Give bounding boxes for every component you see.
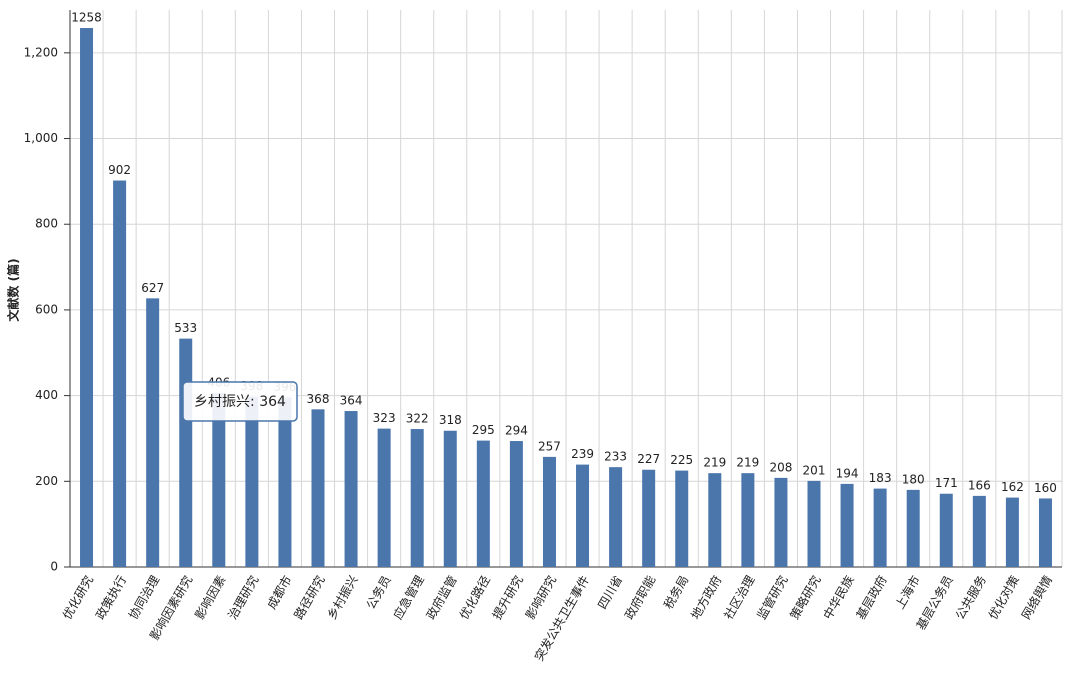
x-tick-label: 优化路径 [456,573,493,622]
bar [774,477,788,567]
value-label: 166 [968,478,991,492]
y-tick-label: 800 [35,217,58,231]
value-label: 1258 [71,10,102,24]
value-label: 180 [902,472,925,486]
bar [1038,498,1052,567]
x-tick-label: 公共服务 [952,573,989,622]
bar [609,467,623,567]
y-tick-label: 1,000 [24,131,58,145]
x-tick-label: 网络舆情 [1018,573,1055,622]
x-tick-label: 优化对策 [986,573,1022,622]
value-label: 201 [803,463,826,477]
bar [113,180,127,567]
tooltip-text: 乡村振兴: 364 [194,394,286,410]
x-tick-label: 影响因素 [191,573,228,622]
bar [146,298,160,567]
x-tick-label: 四川省 [595,573,625,611]
x-tick-label: 社区治理 [720,573,757,622]
value-label: 257 [538,439,561,453]
value-label: 208 [769,460,792,474]
value-label: 239 [571,447,594,461]
y-tick-label: 200 [35,474,58,488]
x-tick-label: 路径研究 [291,573,328,622]
x-tick-label: 上海市 [892,573,923,612]
bar [278,397,292,567]
bar [642,469,656,567]
y-tick-label: 600 [35,302,58,316]
value-label: 322 [406,412,429,426]
bar [1005,497,1019,567]
bar [509,441,523,567]
x-tick-label: 策略研究 [787,573,824,622]
value-label: 225 [670,453,693,467]
value-label: 219 [703,456,726,470]
y-tick-label: 0 [50,560,58,574]
bar [245,396,259,567]
bar [972,495,986,567]
bar [212,393,226,567]
x-tick-label: 公务员 [363,573,394,612]
value-label: 902 [108,163,131,177]
value-label: 219 [736,456,759,470]
value-label: 233 [604,450,627,464]
tooltip-box [182,381,298,422]
bar [311,409,325,567]
bar [476,440,490,567]
bar [542,456,556,567]
value-label: 627 [141,281,164,295]
x-tick-label: 税务局 [660,573,691,612]
x-tick-label: 地方政府 [687,573,724,622]
value-label: 295 [472,423,495,437]
bar [179,338,193,567]
value-label: 162 [1001,480,1024,494]
x-tick-label: 应急管理 [390,573,427,622]
x-tick-label: 治理研究 [224,573,261,622]
bar [443,430,457,567]
bar [873,488,887,567]
x-tick-label: 政府职能 [621,573,658,622]
bar [576,464,590,567]
x-tick-label: 监管研究 [754,573,791,622]
value-label: 294 [505,424,528,438]
y-axis-title: 文献数 (篇) [6,258,21,321]
bar [377,428,391,567]
x-tick-label: 协同治理 [125,573,162,622]
bar [80,27,94,568]
y-tick-label: 400 [35,388,58,402]
value-label: 533 [174,321,197,335]
value-label: 368 [307,392,330,406]
x-tick-label: 成都市 [264,573,295,612]
value-label: 160 [1034,481,1057,495]
bar [410,429,424,567]
y-tick-label: 1,200 [24,45,58,59]
x-tick-label: 提升研究 [489,573,526,622]
value-label: 227 [637,452,660,466]
value-label: 364 [340,394,363,408]
bar [906,489,920,567]
bar [840,483,854,567]
bar [708,473,722,567]
tooltip: 乡村振兴: 364 [182,381,298,422]
value-label: 171 [935,476,958,490]
value-label: 323 [373,411,396,425]
bar [939,493,953,567]
x-tick-label: 优化研究 [59,573,96,622]
value-label: 183 [869,471,892,485]
bar [807,480,821,567]
x-tick-label: 政策执行 [93,573,129,622]
x-tick-label: 中华民族 [820,573,857,622]
value-label: 194 [836,466,859,480]
value-label: 318 [439,413,462,427]
x-tick-label: 影响研究 [522,573,559,622]
x-tick-label: 政府监管 [423,573,460,622]
bar [344,411,358,567]
x-tick-label: 基层政府 [853,573,890,622]
x-tick-label: 乡村振兴 [325,573,361,622]
bar [675,470,689,567]
bar [741,473,755,567]
